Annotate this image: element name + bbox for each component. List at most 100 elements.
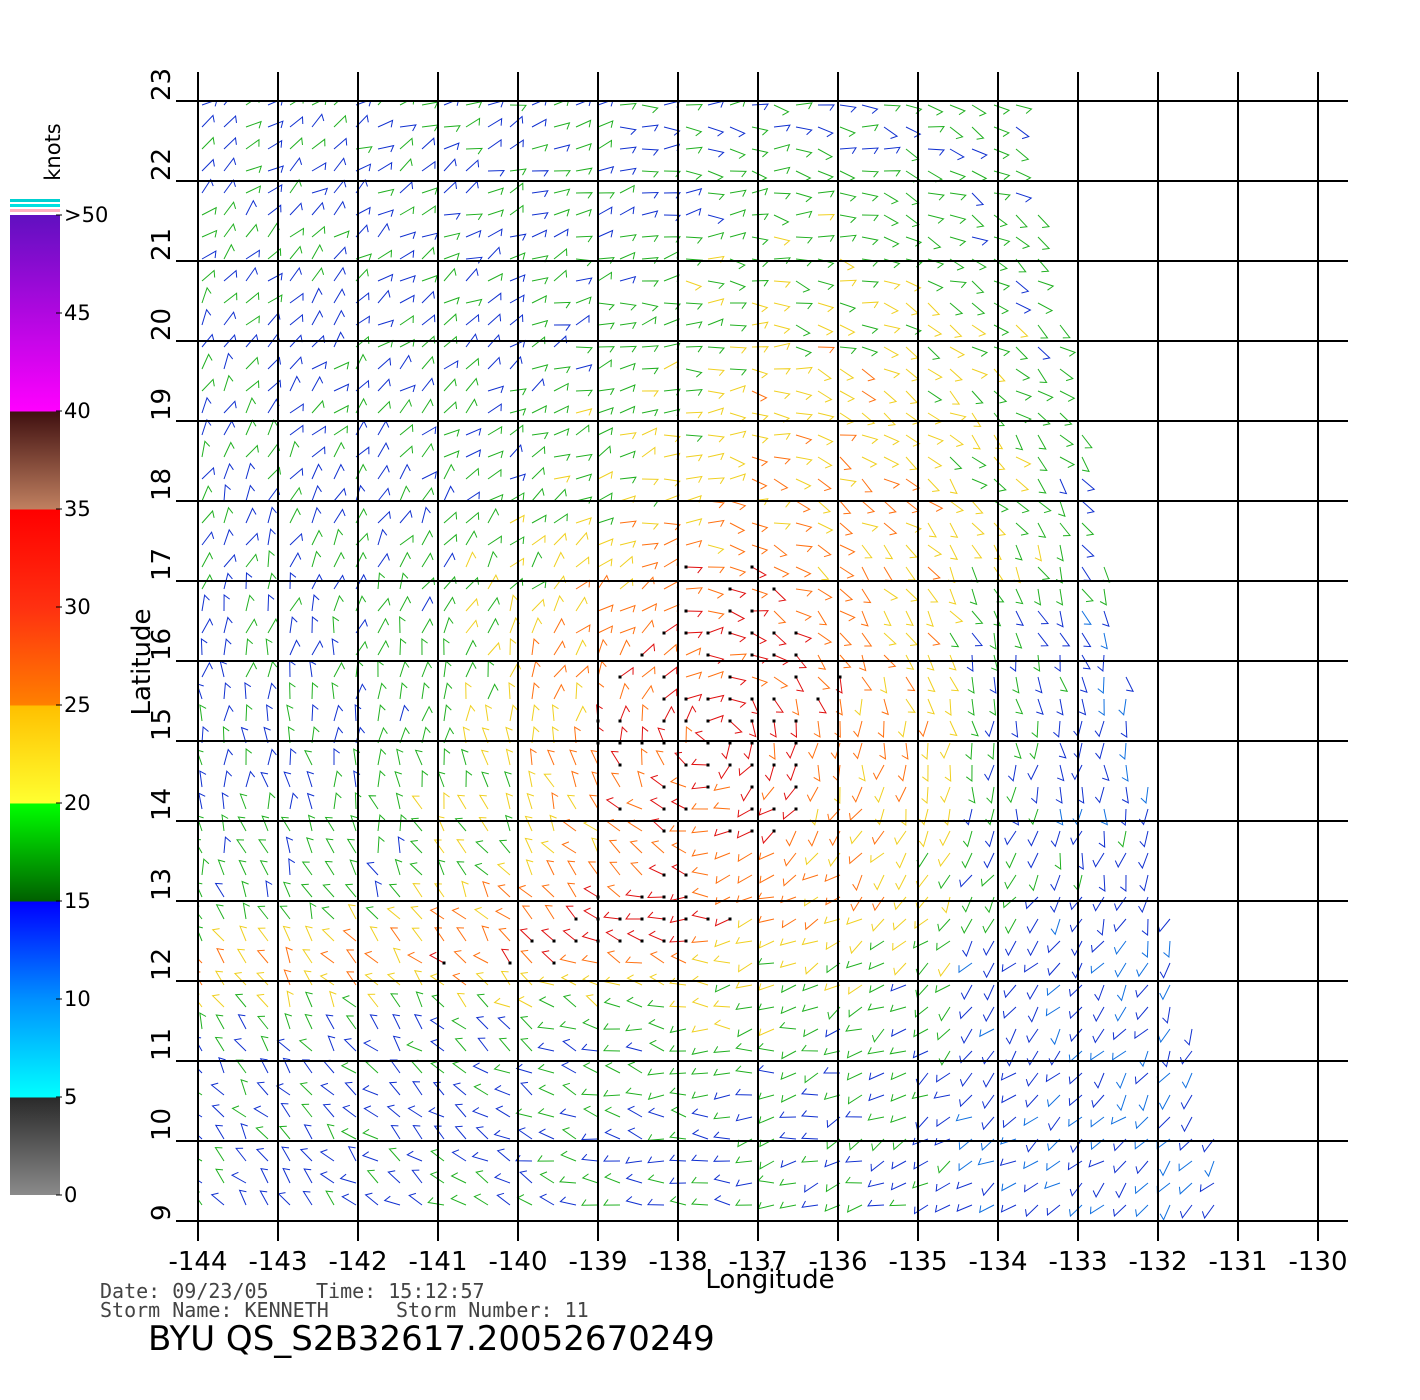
y-tick-label: 21 bbox=[147, 228, 177, 261]
wind-barb bbox=[487, 228, 503, 238]
wind-barb bbox=[211, 1104, 225, 1118]
wind-barb bbox=[839, 500, 852, 515]
wind-barb bbox=[670, 952, 687, 964]
storm-dot bbox=[750, 741, 754, 745]
x-tick-label: -144 bbox=[168, 1247, 227, 1277]
wind-barb bbox=[627, 1127, 643, 1140]
wind-barb bbox=[421, 160, 436, 172]
wind-barb bbox=[588, 794, 599, 810]
wind-barb bbox=[927, 632, 941, 646]
wind-barb bbox=[751, 544, 769, 555]
wind-barb bbox=[369, 926, 379, 942]
wind-barb bbox=[851, 786, 863, 803]
wind-barb bbox=[758, 1028, 775, 1037]
wind-barb bbox=[817, 190, 835, 198]
wind-barb bbox=[215, 1168, 225, 1184]
wind-barb bbox=[223, 770, 233, 788]
wind-barb bbox=[937, 918, 951, 932]
wind-barb bbox=[817, 676, 831, 690]
wind-barb bbox=[333, 463, 345, 480]
wind-barb bbox=[729, 170, 747, 178]
wind-barb bbox=[465, 213, 483, 221]
wind-barb bbox=[333, 230, 350, 239]
wind-barb bbox=[575, 167, 593, 175]
wind-barb bbox=[333, 792, 342, 810]
wind-barb bbox=[685, 236, 704, 244]
wind-barb bbox=[959, 1094, 973, 1108]
wind-barb bbox=[431, 994, 445, 1008]
wind-barb bbox=[801, 1155, 819, 1163]
wind-barb bbox=[938, 1050, 951, 1066]
wind-barb bbox=[707, 346, 726, 354]
wind-barb bbox=[454, 1037, 467, 1052]
wind-barb bbox=[735, 1114, 753, 1122]
wind-barb bbox=[399, 423, 414, 436]
wind-barb bbox=[198, 958, 203, 964]
wind-barb bbox=[543, 773, 555, 788]
wind-barb bbox=[979, 1204, 995, 1214]
wind-barb bbox=[1102, 764, 1110, 782]
wind-barb bbox=[949, 126, 964, 140]
wind-barb bbox=[986, 786, 995, 804]
wind-barb bbox=[1037, 434, 1047, 450]
wind-barb bbox=[817, 390, 833, 403]
wind-barb bbox=[302, 1190, 313, 1206]
wind-barb bbox=[913, 1160, 929, 1170]
wind-barb bbox=[553, 301, 571, 309]
storm-dot bbox=[794, 631, 798, 635]
wind-barb bbox=[355, 206, 371, 216]
storm-dot bbox=[728, 741, 732, 745]
wind-barb bbox=[289, 747, 297, 766]
wind-barb bbox=[751, 676, 769, 687]
wind-barb bbox=[231, 1105, 247, 1118]
wind-barb bbox=[949, 390, 961, 405]
wind-barb bbox=[1058, 742, 1067, 759]
wind-barb bbox=[795, 280, 811, 293]
wind-barb bbox=[509, 355, 523, 370]
wind-barb bbox=[201, 594, 210, 612]
wind-barb bbox=[443, 252, 460, 261]
wind-barb bbox=[839, 147, 857, 155]
wind-barb bbox=[685, 280, 703, 291]
wind-barb bbox=[674, 751, 687, 766]
wind-barb bbox=[443, 267, 457, 282]
wind-barb bbox=[1037, 566, 1051, 580]
storm-dot bbox=[684, 917, 688, 921]
wind-barb bbox=[729, 324, 748, 332]
wind-barb bbox=[1024, 962, 1039, 973]
wind-barb bbox=[289, 532, 303, 546]
wind-barb bbox=[421, 290, 435, 304]
wind-barb bbox=[824, 874, 841, 883]
storm-dot bbox=[772, 587, 776, 591]
wind-barb bbox=[289, 157, 303, 172]
wind-barb bbox=[1059, 632, 1071, 647]
wind-barb bbox=[245, 333, 259, 348]
wind-barb bbox=[663, 603, 680, 612]
wind-barb bbox=[927, 676, 936, 693]
wind-barb bbox=[289, 639, 301, 656]
wind-barb bbox=[949, 324, 963, 338]
wind-barb bbox=[905, 654, 915, 670]
wind-barb bbox=[1078, 698, 1087, 716]
wind-barb bbox=[685, 726, 693, 744]
wind-barb bbox=[901, 742, 909, 760]
wind-barb bbox=[1031, 720, 1039, 739]
wind-barb bbox=[1036, 698, 1044, 715]
wind-barb bbox=[768, 742, 776, 760]
wind-barb bbox=[905, 522, 923, 533]
wind-barb bbox=[927, 125, 945, 133]
wind-barb bbox=[809, 808, 819, 826]
wind-barb bbox=[839, 588, 854, 602]
wind-barb bbox=[1081, 588, 1094, 603]
wind-barb bbox=[465, 491, 480, 502]
wind-barb bbox=[245, 462, 256, 480]
wind-barb bbox=[669, 935, 687, 943]
wind-barb bbox=[740, 786, 753, 802]
wind-barb bbox=[619, 726, 628, 744]
wind-barb bbox=[966, 654, 974, 672]
y-tick-label: 22 bbox=[147, 148, 177, 181]
wind-barb bbox=[669, 1131, 687, 1140]
wind-barb bbox=[648, 1039, 665, 1052]
wind-barb bbox=[333, 487, 347, 502]
wind-barb bbox=[619, 362, 636, 371]
